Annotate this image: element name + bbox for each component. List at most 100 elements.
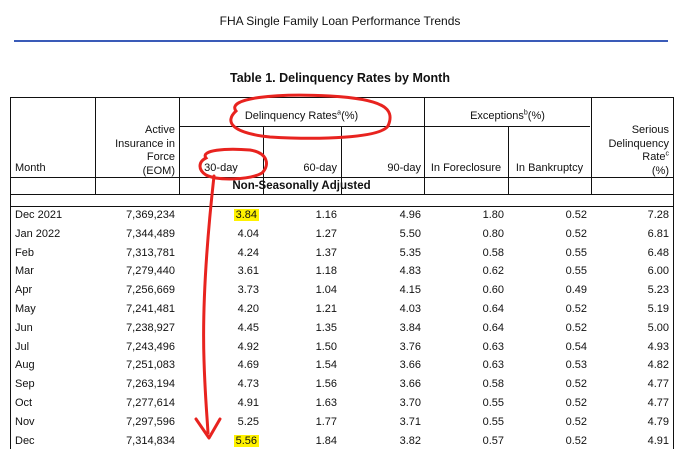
- cell-month: May: [15, 303, 36, 315]
- cell-serious: 7.28: [647, 209, 669, 221]
- cell-bankruptcy: 0.53: [565, 359, 587, 372]
- cell-foreclosure: 1.80: [482, 209, 504, 221]
- col-header-serious: Serious Delinquency Ratec (%): [608, 124, 669, 177]
- divider: [341, 126, 342, 194]
- cell-serious: 4.82: [647, 359, 669, 372]
- cell-d30: 4.45: [237, 321, 259, 334]
- cell-d30: 3.61: [237, 265, 259, 278]
- cell-insurance: 7,279,440: [126, 265, 175, 278]
- cell-month: Dec: [15, 434, 35, 447]
- cell-bankruptcy: 0.54: [565, 340, 587, 353]
- cell-foreclosure: 0.80: [482, 227, 504, 240]
- cell-serious: 6.48: [647, 246, 669, 259]
- cell-serious: 4.77: [647, 397, 669, 409]
- cell-d90: 5.50: [399, 227, 421, 240]
- cell-d60: 1.35: [315, 321, 337, 334]
- cell-d60: 1.37: [315, 246, 337, 259]
- cell-serious: 4.91: [647, 434, 669, 447]
- cell-d30: 5.25: [237, 415, 259, 428]
- section-bottom-rule: [11, 206, 673, 207]
- cell-foreclosure: 0.64: [482, 321, 504, 334]
- cell-d30: 4.91: [237, 397, 259, 409]
- cell-d90: 3.84: [399, 321, 421, 334]
- cell-d30: 3.84: [179, 209, 259, 222]
- cell-d90: 3.70: [399, 397, 421, 409]
- col-header-30-day: 30-day: [204, 162, 238, 174]
- cell-month: Sep: [15, 378, 35, 391]
- section-rule: [11, 194, 673, 195]
- cell-month: Nov: [15, 415, 35, 428]
- cell-foreclosure: 0.55: [482, 397, 504, 409]
- divider: [179, 98, 180, 194]
- cell-d30: 4.69: [237, 359, 259, 372]
- cell-month: Feb: [15, 246, 34, 259]
- cell-bankruptcy: 0.55: [565, 246, 587, 259]
- cell-d90: 4.96: [399, 209, 421, 221]
- cell-d60: 1.04: [315, 284, 337, 297]
- cell-bankruptcy: 0.52: [565, 434, 587, 447]
- cell-bankruptcy: 0.55: [565, 265, 587, 278]
- col-header-90-day: 90-day: [387, 162, 421, 174]
- col-header-month: Month: [15, 162, 46, 174]
- cell-serious: 4.77: [647, 378, 669, 391]
- section-label: Non-Seasonally Adjusted: [232, 180, 371, 192]
- cell-month: Jan 2022: [15, 227, 61, 240]
- cell-d30: 4.24: [237, 246, 259, 259]
- cell-d60: 1.27: [315, 227, 337, 240]
- cell-foreclosure: 0.63: [482, 359, 504, 372]
- cell-d30: 5.56: [179, 434, 259, 448]
- cell-d30: 3.73: [237, 284, 259, 297]
- cell-d60: 1.77: [315, 415, 337, 428]
- cell-insurance: 7,314,834: [126, 434, 175, 447]
- highlighted-value: 5.56: [233, 434, 259, 447]
- cell-month: Mar: [15, 265, 34, 278]
- divider: [508, 126, 509, 194]
- cell-bankruptcy: 0.49: [565, 284, 587, 297]
- highlighted-value: 3.84: [233, 209, 259, 221]
- group-header-rule: [179, 126, 590, 127]
- cell-d90: 5.35: [399, 246, 421, 259]
- cell-d90: 3.82: [399, 434, 421, 447]
- cell-d90: 3.76: [399, 340, 421, 353]
- cell-month: Dec 2021: [15, 209, 63, 221]
- cell-d60: 1.50: [315, 340, 337, 353]
- cell-insurance: 7,256,669: [126, 284, 175, 297]
- cell-insurance: 7,243,496: [126, 340, 175, 353]
- cell-serious: 4.79: [647, 415, 669, 428]
- col-header-bankruptcy: In Bankruptcy: [515, 162, 584, 174]
- document-title: FHA Single Family Loan Performance Trend…: [219, 14, 461, 28]
- title-rule: [14, 40, 668, 42]
- cell-serious: 4.93: [647, 340, 669, 353]
- col-header-foreclosure: In Foreclosure: [430, 162, 502, 174]
- cell-d90: 4.03: [399, 303, 421, 315]
- cell-foreclosure: 0.57: [482, 434, 504, 447]
- cell-foreclosure: 0.55: [482, 415, 504, 428]
- cell-bankruptcy: 0.52: [565, 415, 587, 428]
- cell-bankruptcy: 0.52: [565, 321, 587, 334]
- cell-d90: 3.66: [399, 378, 421, 391]
- col-header-60-day: 60-day: [303, 162, 337, 174]
- cell-serious: 6.00: [647, 265, 669, 278]
- cell-serious: 5.19: [647, 303, 669, 315]
- header-bottom-rule: [11, 177, 673, 178]
- cell-d90: 3.71: [399, 415, 421, 428]
- cell-month: Apr: [15, 284, 33, 297]
- cell-month: Jul: [15, 340, 30, 353]
- cell-d60: 1.84: [315, 434, 337, 447]
- group-header-delinquency: Delinquency Ratesa(%): [244, 109, 359, 122]
- divider: [424, 98, 425, 194]
- cell-month: Jun: [15, 321, 33, 334]
- cell-bankruptcy: 0.52: [565, 209, 587, 221]
- cell-serious: 5.23: [647, 284, 669, 297]
- cell-insurance: 7,241,481: [126, 303, 175, 315]
- cell-d90: 3.66: [399, 359, 421, 372]
- cell-insurance: 7,238,927: [126, 321, 175, 334]
- divider: [95, 98, 96, 194]
- cell-d30: 4.73: [237, 378, 259, 391]
- cell-d60: 1.63: [315, 397, 337, 409]
- cell-foreclosure: 0.58: [482, 246, 504, 259]
- cell-month: Oct: [15, 397, 33, 409]
- delinquency-table: Month Active Insurance in Force (EOM) De…: [10, 97, 674, 449]
- cell-foreclosure: 0.62: [482, 265, 504, 278]
- cell-month: Aug: [15, 359, 35, 372]
